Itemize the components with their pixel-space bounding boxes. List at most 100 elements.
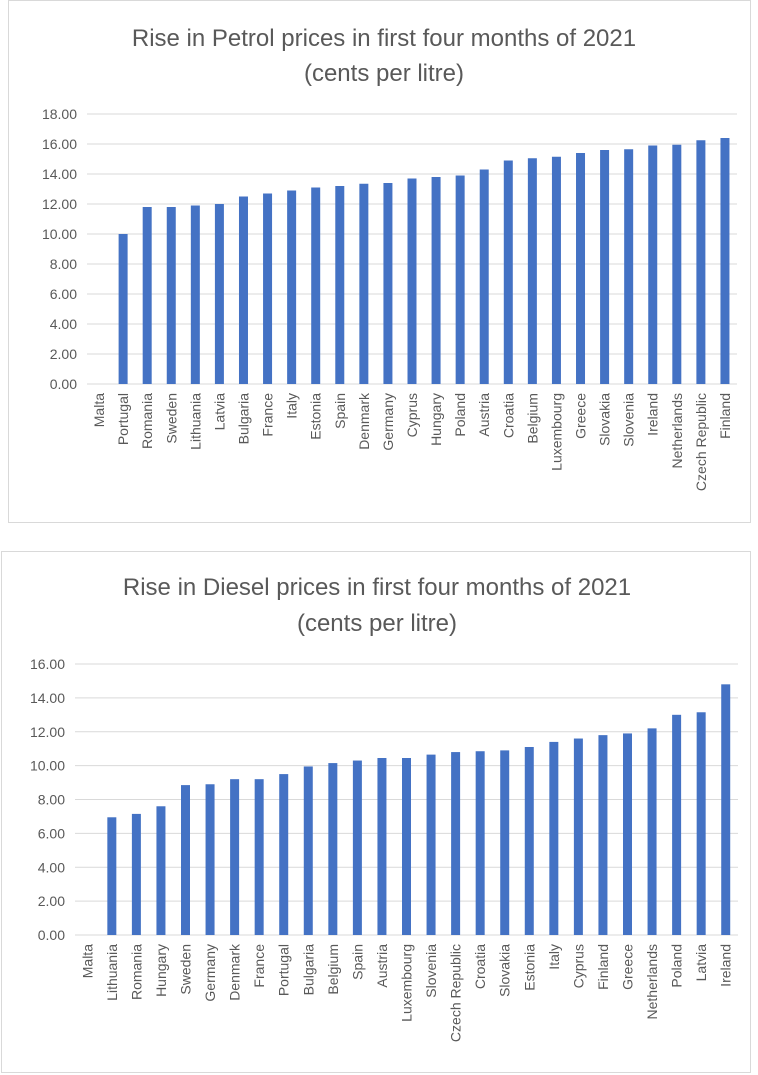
diesel-category-label: Greece xyxy=(620,944,636,990)
diesel-bar xyxy=(426,754,436,935)
petrol-bar xyxy=(335,186,345,384)
petrol-y-tick-label: 10.00 xyxy=(42,226,77,242)
diesel-category-label: Portugal xyxy=(276,944,292,996)
diesel-category-label: Belgium xyxy=(325,944,341,995)
petrol-category-label: Greece xyxy=(573,393,589,439)
petrol-bar xyxy=(455,175,465,384)
petrol-category-label: Czech Republic xyxy=(693,393,709,491)
petrol-category-label: Malta xyxy=(91,393,107,427)
diesel-category-label: Romania xyxy=(128,944,144,1000)
diesel-y-tick-label: 12.00 xyxy=(30,724,65,740)
petrol-y-tick-label: 18.00 xyxy=(42,106,77,122)
petrol-y-tick-label: 6.00 xyxy=(50,286,77,302)
diesel-bar xyxy=(647,728,657,935)
diesel-y-tick-label: 0.00 xyxy=(38,927,65,943)
diesel-bar xyxy=(402,758,411,935)
petrol-bar xyxy=(383,183,393,384)
diesel-category-label: Italy xyxy=(546,944,562,970)
diesel-category-label: Austria xyxy=(374,944,390,988)
petrol-category-label: Estonia xyxy=(308,393,324,440)
petrol-category-label: Finland xyxy=(717,393,733,439)
diesel-bar xyxy=(254,779,264,935)
petrol-bar xyxy=(287,190,297,384)
petrol-bar xyxy=(479,169,489,384)
petrol-category-label: Latvia xyxy=(211,393,227,431)
petrol-category-label: Lithuania xyxy=(187,393,203,450)
petrol-category-label: Croatia xyxy=(500,393,516,438)
diesel-category-label: Finland xyxy=(595,944,611,990)
petrol-chart-panel: Rise in Petrol prices in first four mont… xyxy=(8,0,751,523)
diesel-category-label: Slovenia xyxy=(423,944,439,998)
petrol-bar xyxy=(600,150,610,384)
diesel-category-label: Ireland xyxy=(718,944,734,987)
petrol-bar xyxy=(190,205,200,384)
petrol-bar xyxy=(311,187,321,384)
diesel-category-label: Lithuania xyxy=(104,944,120,1001)
petrol-bar xyxy=(503,160,513,384)
petrol-category-label: Netherlands xyxy=(669,393,685,469)
petrol-category-label: Ireland xyxy=(645,393,661,436)
diesel-category-label: Netherlands xyxy=(644,944,660,1020)
petrol-bar xyxy=(407,178,417,384)
diesel-chart-title: Rise in Diesel prices in first four mont… xyxy=(123,574,631,601)
diesel-category-label: Hungary xyxy=(153,944,169,997)
diesel-bar xyxy=(230,779,240,935)
diesel-category-label: Spain xyxy=(349,944,365,980)
diesel-category-label: Czech Republic xyxy=(448,944,464,1042)
diesel-category-label: Bulgaria xyxy=(300,944,316,996)
petrol-category-label: Bulgaria xyxy=(235,393,251,445)
diesel-category-label: France xyxy=(251,944,267,988)
diesel-y-tick-label: 10.00 xyxy=(30,758,65,774)
diesel-bar xyxy=(352,760,362,935)
petrol-category-label: Sweden xyxy=(163,393,179,444)
petrol-category-label: Cyprus xyxy=(404,393,420,437)
petrol-bar xyxy=(166,207,176,384)
petrol-category-label: Hungary xyxy=(428,393,444,446)
petrol-category-label: Germany xyxy=(380,393,396,451)
petrol-bar xyxy=(118,234,128,384)
diesel-category-label: Luxembourg xyxy=(399,944,415,1022)
diesel-bar xyxy=(205,784,215,935)
petrol-bar xyxy=(359,183,369,384)
diesel-bar xyxy=(672,714,682,935)
diesel-bar xyxy=(623,733,632,935)
diesel-category-label: Sweden xyxy=(178,944,194,995)
petrol-y-tick-label: 2.00 xyxy=(50,346,77,362)
diesel-category-label: Poland xyxy=(669,944,685,988)
diesel-bar xyxy=(696,712,706,935)
diesel-bar xyxy=(549,741,559,935)
diesel-category-label: Germany xyxy=(202,944,218,1002)
petrol-bar xyxy=(238,196,248,384)
petrol-bar xyxy=(263,193,273,384)
petrol-bar xyxy=(624,149,634,384)
diesel-bar xyxy=(279,774,289,935)
petrol-category-label: Austria xyxy=(476,393,492,437)
petrol-category-label: Poland xyxy=(452,393,468,437)
diesel-category-label: Slovakia xyxy=(497,944,513,997)
diesel-bar xyxy=(303,766,313,935)
petrol-category-label: Slovakia xyxy=(597,393,613,446)
diesel-category-label: Malta xyxy=(79,944,95,978)
petrol-category-label: Luxembourg xyxy=(548,393,564,471)
diesel-bar xyxy=(328,763,338,935)
diesel-category-label: Cyprus xyxy=(570,944,586,988)
diesel-y-tick-label: 14.00 xyxy=(30,690,65,706)
diesel-bar xyxy=(721,684,731,935)
diesel-category-label: Denmark xyxy=(227,943,243,1001)
diesel-bar xyxy=(107,817,117,935)
petrol-y-tick-label: 12.00 xyxy=(42,196,77,212)
diesel-category-label: Croatia xyxy=(472,944,488,989)
diesel-bar xyxy=(377,758,387,935)
petrol-category-label: Denmark xyxy=(356,392,372,450)
diesel-y-tick-label: 4.00 xyxy=(38,859,65,875)
diesel-category-label: Estonia xyxy=(521,944,537,991)
diesel-chart: Rise in Diesel prices in first four mont… xyxy=(30,574,738,1042)
diesel-chart-subtitle: (cents per litre) xyxy=(297,610,457,637)
diesel-bar xyxy=(156,806,166,935)
diesel-chart-panel: Rise in Diesel prices in first four mont… xyxy=(1,551,751,1073)
petrol-chart-subtitle: (cents per litre) xyxy=(304,60,464,87)
petrol-bar xyxy=(431,177,441,384)
petrol-y-tick-label: 14.00 xyxy=(42,166,77,182)
petrol-category-label: Romania xyxy=(139,393,155,449)
petrol-y-tick-label: 4.00 xyxy=(50,316,77,332)
